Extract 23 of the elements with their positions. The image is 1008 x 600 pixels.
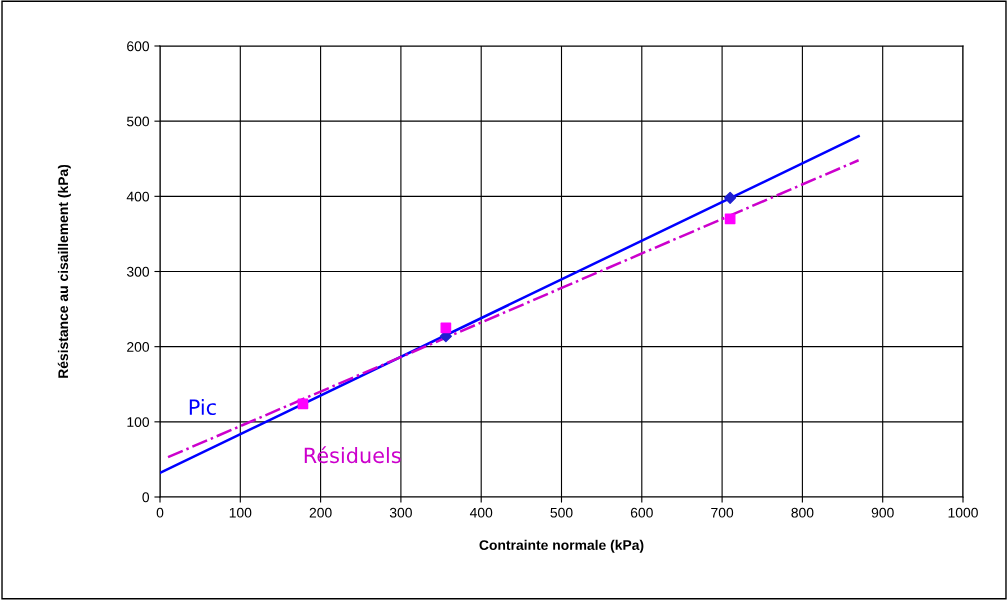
- x-tick-label: 500: [550, 507, 573, 518]
- x-tick-label: 400: [469, 507, 493, 518]
- x-tick-label: 0: [156, 507, 164, 518]
- y-tick-label: 300: [126, 266, 150, 277]
- x-tick-label: 900: [871, 507, 894, 518]
- y-tick-label: 600: [127, 41, 150, 52]
- y-tick-label: 200: [127, 342, 150, 352]
- y-tick-label: 500: [126, 116, 150, 127]
- y-tick-label: 100: [127, 417, 150, 427]
- y-tick-label: 0: [142, 492, 150, 503]
- y-axis-title: Résistance au cisaillement (kPa): [57, 164, 71, 378]
- point: [724, 191, 737, 204]
- y-tick-label: 400: [126, 191, 150, 202]
- x-tick-label: 100: [229, 507, 252, 518]
- x-tick-label: 700: [711, 507, 734, 518]
- x-tick-label: 200: [309, 507, 332, 518]
- x-axis-title: Contrainte normale (kPa): [479, 539, 644, 553]
- x-tick-label: 1000: [948, 507, 978, 518]
- x-tick-label: 600: [630, 507, 653, 518]
- point: [297, 398, 309, 410]
- x-tick-label: 300: [389, 507, 412, 518]
- series-label: Pic: [189, 398, 216, 416]
- x-tick-label: 800: [791, 507, 814, 518]
